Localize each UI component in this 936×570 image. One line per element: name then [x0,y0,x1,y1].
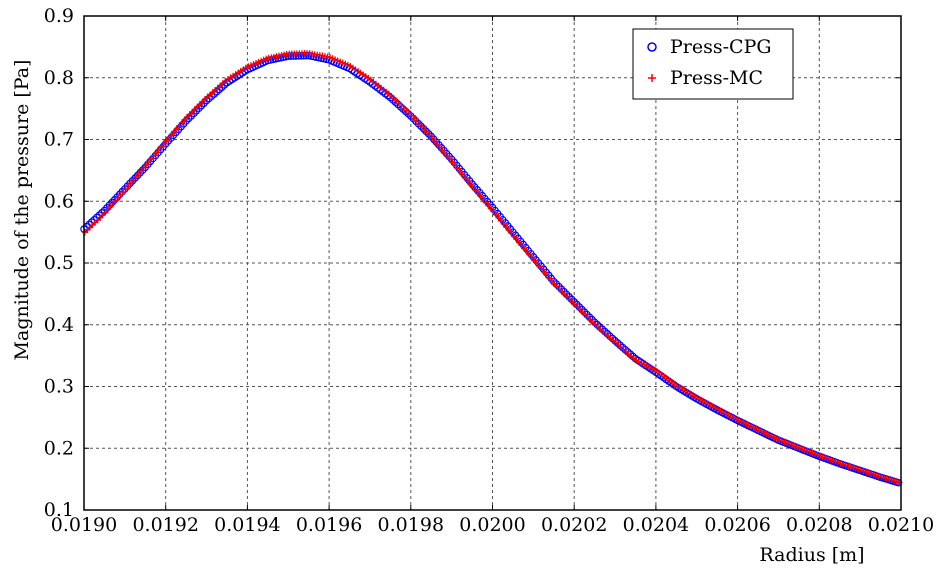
data-point-mc [503,224,510,231]
x-tick-label: 0.0192 [132,514,198,536]
data-point-mc [444,153,451,160]
data-point-mc [127,180,134,187]
data-point-mc [161,140,168,147]
data-point-mc [490,208,497,215]
data-point-mc [130,176,137,183]
data-point-mc [143,161,150,168]
x-tick-label: 0.0206 [704,514,770,536]
data-point-mc [429,135,436,142]
x-tick-label: 0.0194 [214,514,280,536]
axis-ticks: 0.0190 0.0192 0.0194 0.0196 0.0198 0.0200 0.02… [44,5,934,536]
x-tick-label: 0.0210 [868,514,934,536]
data-point-mc [454,165,461,172]
x-tick-label: 0.0198 [378,514,444,536]
data-point-mc [158,143,165,150]
data-point-mc [505,227,512,234]
data-point-mc [513,236,520,243]
data-point-mc [459,171,466,178]
y-axis-label: Magnitude of the pressure [Pa] [11,60,33,361]
data-point-mc [133,173,140,180]
y-tick-label: 0.4 [44,314,74,336]
data-point-mc [122,186,129,193]
data-point-mc [475,190,482,197]
y-tick-label: 0.7 [44,129,74,151]
data-point-mc [546,275,553,282]
data-point-mc [135,170,142,177]
y-tick-label: 0.6 [44,190,74,212]
data-point-mc [464,178,471,185]
data-point-mc [145,158,152,165]
data-points [80,50,903,487]
data-point-mc [447,156,454,163]
y-tick-label: 0.3 [44,376,74,398]
legend-box [632,28,794,100]
data-point-mc [441,150,448,157]
y-tick-label: 0.5 [44,252,74,274]
data-point-mc [531,257,538,264]
x-tick-label: 0.0190 [51,514,117,536]
data-point-mc [436,144,443,151]
data-point-mc [470,184,477,191]
data-point-mc [434,141,441,148]
data-point-mc [148,155,155,162]
data-point-mc [500,221,507,228]
data-point-mc [477,193,484,200]
x-tick-label: 0.0196 [296,514,362,536]
data-point-mc [449,159,456,166]
legend-marker-press-mc [648,74,656,82]
data-point-mc [544,272,551,279]
x-tick-label: 0.0208 [786,514,852,536]
data-point-mc [508,230,515,237]
data-point-mc [533,260,540,267]
data-point-mc [125,183,132,190]
data-point-mc [472,187,479,194]
data-point-mc [492,211,499,218]
data-point-mc [523,248,530,255]
data-point-mc [526,251,533,258]
data-point-mc [487,205,494,212]
data-point-mc [462,175,469,182]
data-point-mc [495,214,502,221]
grid-lines [84,16,901,510]
data-point-mc [521,245,528,252]
legend-label-press-cpg: Press-CPG [670,36,772,58]
x-axis-label: Radius [m] [759,544,864,566]
data-point-mc [155,146,162,153]
y-tick-label: 0.8 [44,67,74,89]
data-point-mc [510,233,517,240]
x-tick-label: 0.0202 [541,514,607,536]
data-point-mc [480,196,487,203]
data-point-mc [541,269,548,276]
data-point-mc [452,162,459,169]
data-point-mc [138,167,145,174]
data-point-mc [140,164,147,171]
data-point-mc [518,242,525,249]
data-point-mc [431,138,438,145]
x-tick-label: 0.0204 [623,514,689,536]
series-press-cpg [80,51,903,487]
y-tick-label: 0.2 [44,437,74,459]
legend-marker-press-cpg [647,42,657,52]
data-point-mc [515,239,522,246]
data-point-mc [498,217,505,224]
data-point-mc [482,199,489,206]
data-point-mc [150,152,157,159]
data-point-mc [153,149,160,156]
data-point-mc [536,263,543,270]
series-press-mc [81,50,903,486]
y-tick-label: 0.9 [44,5,74,27]
data-point-mc [439,147,446,154]
legend: Press-CPG Press-MC [632,28,794,100]
data-point-mc [485,202,492,209]
x-tick-label: 0.0200 [459,514,525,536]
data-point-mc [528,254,535,261]
y-tick-label: 0.1 [44,499,74,521]
data-point-mc [538,266,545,273]
data-point-mc [457,168,464,175]
data-point-mc [467,181,474,188]
legend-label-press-mc: Press-MC [670,67,763,89]
